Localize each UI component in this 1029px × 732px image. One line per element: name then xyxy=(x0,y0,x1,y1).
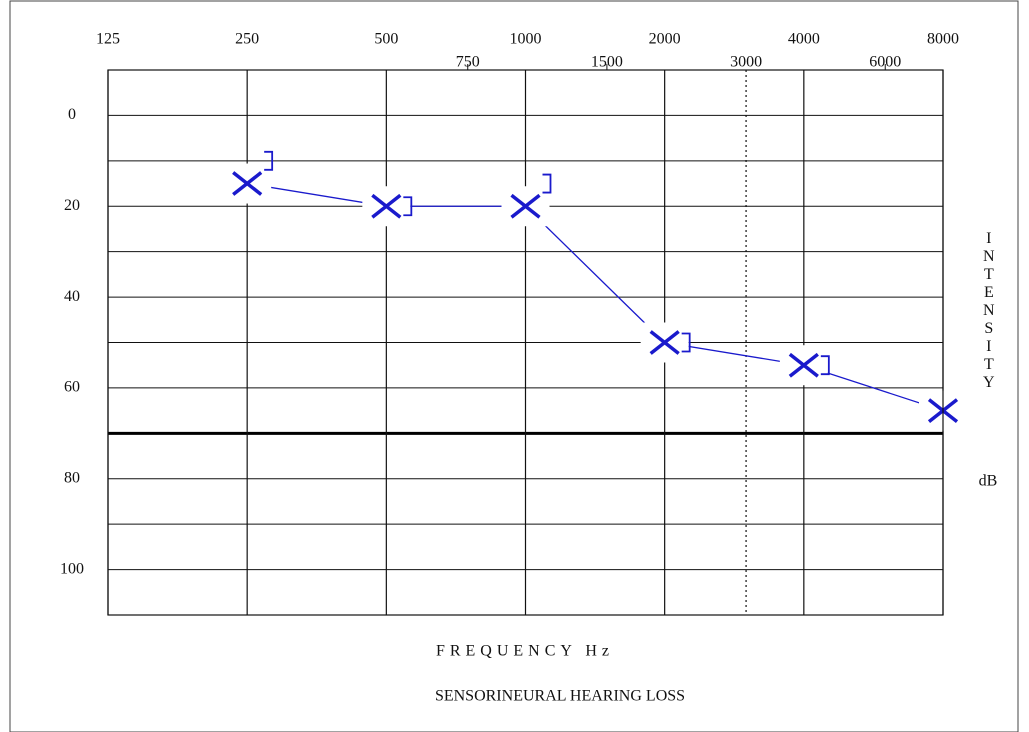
x-tick-label: 1000 xyxy=(510,31,542,48)
bracket-marker xyxy=(264,150,274,171)
x-tick-label: 250 xyxy=(235,31,259,48)
y-axis-label: INTENSITY xyxy=(980,230,997,392)
y-tick-label: 40 xyxy=(64,288,80,305)
x-marker xyxy=(232,171,263,196)
x-tick-label: 750 xyxy=(456,54,480,71)
x-tick-label: 4000 xyxy=(788,31,820,48)
x-marker xyxy=(649,330,680,355)
x-tick-label: 500 xyxy=(374,31,398,48)
chart-title: SENSORINEURAL HEARING LOSS xyxy=(435,688,685,705)
x-tick-label: 3000 xyxy=(730,54,762,71)
y-tick-label: 0 xyxy=(68,106,76,123)
plot-border xyxy=(107,69,944,616)
x-tick-label: 1500 xyxy=(591,54,623,71)
x-axis-label: FREQUENCY Hz xyxy=(436,643,614,660)
x-marker xyxy=(371,193,402,219)
x-tick-label: 2000 xyxy=(649,31,681,48)
y-tick-label: 60 xyxy=(64,379,80,396)
y-tick-label: 100 xyxy=(60,560,84,577)
frame xyxy=(9,0,1019,732)
x-tick-label: 8000 xyxy=(927,31,959,48)
x-marker xyxy=(510,193,541,219)
bracket-marker xyxy=(820,355,830,376)
x-tick-label: 125 xyxy=(96,31,120,48)
y-axis-unit: dB xyxy=(979,473,998,490)
x-tick-label: 6000 xyxy=(869,54,901,71)
bracket-marker xyxy=(681,332,691,353)
bracket-marker xyxy=(403,196,413,217)
y-tick-label: 80 xyxy=(64,469,80,486)
x-marker xyxy=(788,352,819,378)
y-tick-label: 20 xyxy=(64,197,80,214)
bracket-marker xyxy=(542,173,552,194)
